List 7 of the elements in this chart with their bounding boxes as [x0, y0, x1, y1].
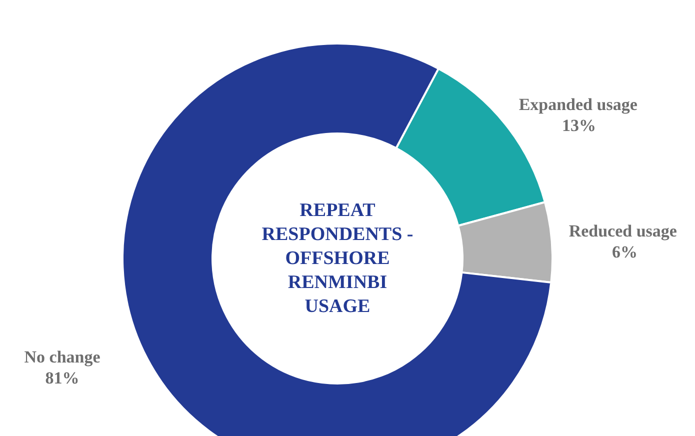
data-label: 6% [612, 242, 638, 262]
data-label: 13% [562, 116, 596, 135]
text: REPEAT RESPONDENTS - OFFSHORE RENMINBI USAGE [262, 200, 414, 317]
slice-label: Expanded usage [518, 94, 638, 114]
data-label: 81% [45, 368, 80, 388]
slice-label: Reduced usage [568, 222, 678, 241]
slice-label: No change [24, 348, 101, 367]
